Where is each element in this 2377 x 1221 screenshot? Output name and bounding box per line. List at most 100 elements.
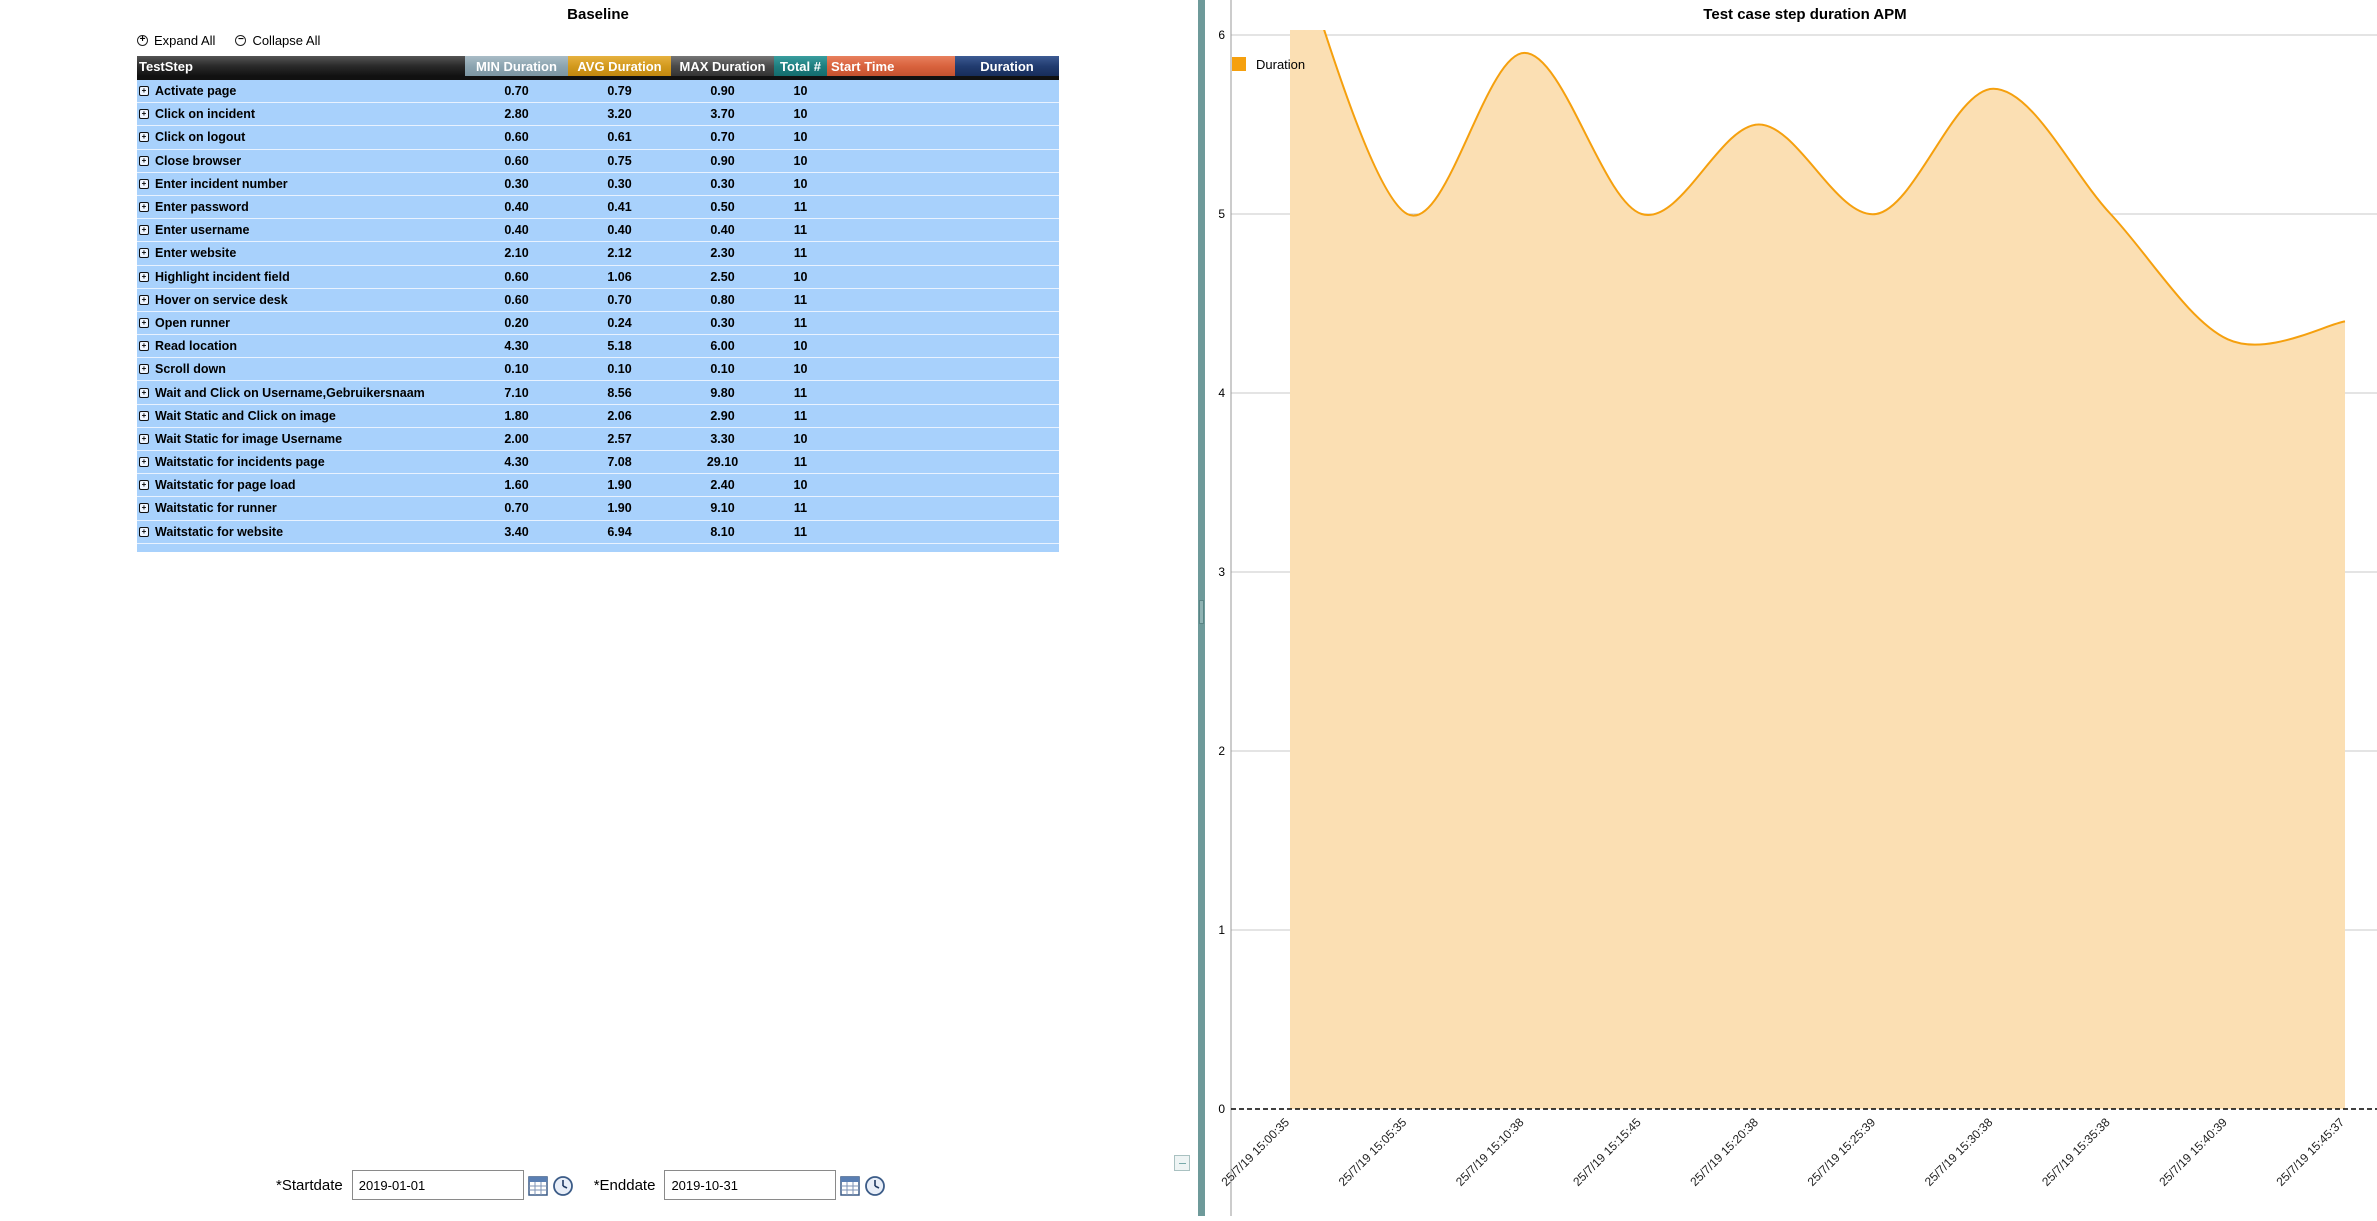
cell-min-duration: 2.10 — [504, 246, 529, 261]
enddate-input[interactable] — [664, 1170, 837, 1200]
cell-total: 10 — [793, 362, 808, 377]
table-row[interactable]: + Scroll down 0.10 0.10 0.10 10 — [137, 358, 1059, 382]
cell-total: 11 — [793, 385, 808, 400]
table-row[interactable]: + Enter username 0.40 0.40 0.40 11 — [137, 219, 1059, 243]
cell-max-duration: 0.90 — [710, 153, 735, 168]
column-header-avg-duration[interactable]: AVG Duration — [568, 56, 671, 80]
collapse-all-button[interactable]: − Collapse All — [235, 30, 320, 50]
expand-row-icon[interactable]: + — [139, 387, 149, 398]
data-point[interactable] — [1756, 122, 1762, 128]
legend-swatch[interactable] — [1232, 57, 1246, 71]
cell-max-duration: 0.70 — [710, 130, 735, 145]
teststep-label: Scroll down — [155, 362, 226, 377]
table-row[interactable]: + Read location 4.30 5.18 6.00 10 — [137, 335, 1059, 359]
table-row[interactable]: + Waitstatic for runner 0.70 1.90 9.10 11 — [137, 497, 1059, 521]
cell-avg-duration: 6.94 — [607, 524, 632, 539]
cell-min-duration: 0.30 — [504, 176, 529, 191]
cell-total: 11 — [793, 408, 808, 423]
cell-teststep: + Waitstatic for website — [137, 525, 465, 539]
teststep-label: Click on logout — [155, 130, 246, 145]
expand-row-icon[interactable]: + — [139, 317, 149, 328]
data-point[interactable] — [2108, 211, 2114, 217]
expand-row-icon[interactable]: + — [139, 341, 149, 352]
cell-teststep: + Enter incident number — [137, 177, 465, 191]
cell-max-duration: 0.10 — [710, 362, 735, 377]
startdate-input[interactable] — [351, 1170, 524, 1200]
expand-row-icon[interactable]: + — [139, 433, 149, 444]
data-point[interactable] — [1404, 211, 1410, 217]
data-point[interactable] — [2225, 336, 2231, 342]
data-point[interactable] — [1873, 211, 1879, 217]
expand-row-icon[interactable]: + — [139, 132, 149, 143]
table-row[interactable]: + Highlight incident field 0.60 1.06 2.50 10 — [137, 266, 1059, 289]
expand-all-button[interactable]: + Expand All — [137, 30, 215, 50]
series-line[interactable] — [1290, 0, 2346, 346]
expand-row-icon[interactable]: + — [139, 109, 149, 120]
cell-avg-duration: 8.56 — [607, 385, 632, 400]
column-header-max-duration[interactable]: MAX Duration — [671, 56, 774, 80]
table-row[interactable]: + Enter password 0.40 0.41 0.50 11 — [137, 196, 1059, 220]
cell-avg-duration: 1.06 — [607, 269, 632, 284]
collapse-all-label: Collapse All — [252, 32, 321, 48]
table-row[interactable]: + Wait Static and Click on image 1.80 2.06 2… — [137, 405, 1059, 428]
expand-row-icon[interactable]: + — [139, 271, 149, 282]
table-row[interactable]: + Open runner 0.20 0.24 0.30 11 — [137, 312, 1059, 336]
cell-avg-duration: 0.40 — [607, 223, 632, 238]
expand-row-icon[interactable]: + — [139, 248, 149, 259]
table-row[interactable]: + Enter website 2.10 2.12 2.30 11 — [137, 242, 1059, 266]
expand-row-icon[interactable]: + — [139, 86, 149, 97]
cell-min-duration: 0.40 — [504, 223, 529, 238]
teststep-label: Waitstatic for website — [155, 524, 284, 539]
expand-row-icon[interactable]: + — [139, 202, 149, 213]
cell-total: 10 — [793, 176, 808, 191]
data-point[interactable] — [1521, 50, 1527, 56]
data-point[interactable] — [1990, 86, 1996, 92]
table-row[interactable]: + Hover on service desk 0.60 0.70 0.80 11 — [137, 289, 1059, 312]
column-header-teststep[interactable]: TestStep — [137, 56, 465, 80]
cell-max-duration: 0.30 — [710, 315, 735, 330]
expand-row-icon[interactable]: + — [139, 410, 149, 421]
teststep-label: Enter username — [155, 223, 250, 238]
expand-row-icon[interactable]: + — [139, 178, 149, 189]
expand-row-icon[interactable]: + — [139, 480, 149, 491]
cell-max-duration: 0.90 — [710, 84, 735, 99]
column-header-total[interactable]: Total # — [774, 56, 827, 80]
table-row[interactable]: + Activate page 0.70 0.79 0.90 10 — [137, 80, 1059, 104]
panel-collapse-button[interactable] — [1174, 1155, 1190, 1171]
calendar-icon[interactable] — [839, 1173, 861, 1197]
cell-max-duration: 2.90 — [710, 408, 735, 423]
expand-row-icon[interactable]: + — [139, 526, 149, 537]
expand-row-icon[interactable]: + — [139, 225, 149, 236]
column-header-min-duration[interactable]: MIN Duration — [465, 56, 568, 80]
calendar-icon[interactable] — [527, 1173, 549, 1197]
cell-total: 10 — [793, 130, 808, 145]
cell-avg-duration: 5.18 — [607, 339, 632, 354]
cell-avg-duration: 7.08 — [607, 455, 632, 470]
table-row[interactable]: + Click on incident 2.80 3.20 3.70 10 — [137, 103, 1059, 127]
teststep-label: Hover on service desk — [155, 292, 288, 307]
clock-icon[interactable] — [552, 1173, 574, 1197]
table-row[interactable]: + Wait Static for image Username 2.00 2.57 3… — [137, 428, 1059, 451]
y-tick-label: 6 — [1218, 28, 1225, 42]
column-header-duration[interactable]: Duration — [955, 56, 1059, 80]
cell-max-duration: 6.00 — [710, 339, 735, 354]
legend-label[interactable]: Duration — [1256, 57, 1305, 72]
table-row[interactable]: + Waitstatic for incidents page 4.30 7.08 29… — [137, 451, 1059, 475]
expand-row-icon[interactable]: + — [139, 364, 149, 375]
expand-row-icon[interactable]: + — [139, 294, 149, 305]
table-row[interactable]: + Close browser 0.60 0.75 0.90 10 — [137, 150, 1059, 173]
data-point[interactable] — [2342, 318, 2348, 324]
table-row[interactable]: + Wait and Click on Username,Gebruikersna… — [137, 381, 1059, 405]
splitter-grip[interactable] — [1199, 600, 1204, 624]
table-row[interactable]: + Waitstatic for website 3.40 6.94 8.10 11 — [137, 521, 1059, 544]
table-row[interactable]: + Enter incident number 0.30 0.30 0.30 10 — [137, 173, 1059, 196]
clock-icon[interactable] — [864, 1173, 886, 1197]
column-header-start-time[interactable]: Start Time — [827, 56, 955, 80]
data-point[interactable] — [1639, 211, 1645, 217]
duration-chart: 0 1 2 3 4 5 6 25/7/19 15:00:35 25/7/19 15:05:35 2… — [1218, 0, 2377, 1216]
expand-row-icon[interactable]: + — [139, 457, 149, 468]
table-row[interactable]: + Click on logout 0.60 0.61 0.70 10 — [137, 126, 1059, 150]
expand-row-icon[interactable]: + — [139, 503, 149, 514]
expand-row-icon[interactable]: + — [139, 155, 149, 166]
table-row[interactable]: + Waitstatic for page load 1.60 1.90 2.40 10 — [137, 474, 1059, 498]
